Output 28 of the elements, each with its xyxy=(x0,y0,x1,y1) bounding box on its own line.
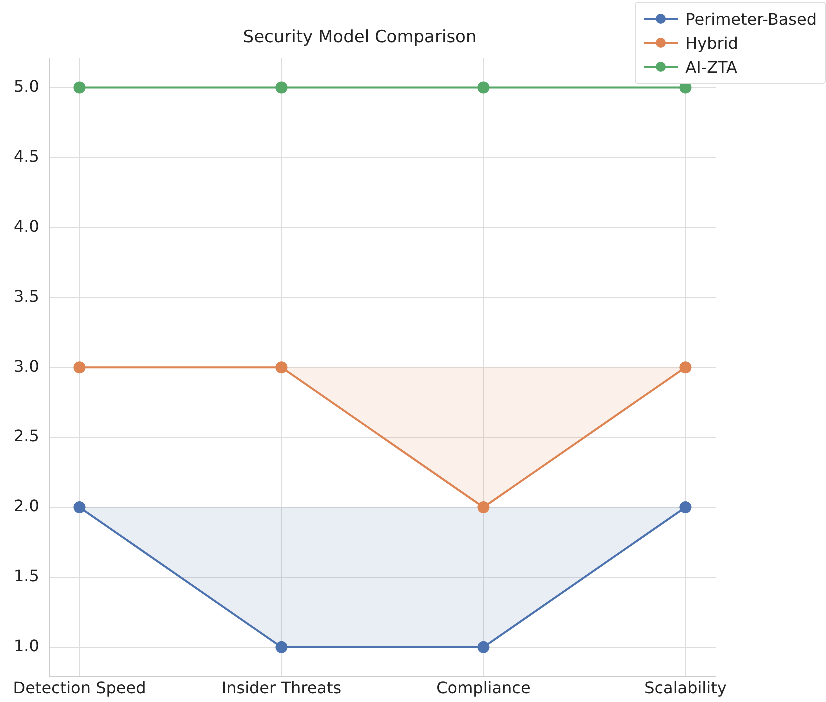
legend-label: Hybrid xyxy=(686,34,738,52)
x-tick-label: Compliance xyxy=(436,678,531,698)
point xyxy=(680,502,692,514)
legend-label: AI-ZTA xyxy=(686,58,738,76)
point xyxy=(276,82,288,94)
point xyxy=(276,641,288,654)
x-tick-label: Detection Speed xyxy=(13,678,146,698)
legend-label: Perimeter-Based xyxy=(686,10,817,28)
y-tick-label: 4.0 xyxy=(14,216,40,236)
point xyxy=(478,82,490,94)
y-tick-label: 2.0 xyxy=(14,496,40,516)
point xyxy=(276,362,288,374)
chart-title: Security Model Comparison xyxy=(243,28,477,48)
point xyxy=(680,362,692,374)
y-tick-label: 2.5 xyxy=(14,426,40,446)
point xyxy=(74,502,86,514)
y-tick-label: 3.0 xyxy=(14,356,40,376)
y-tick-label: 4.5 xyxy=(14,146,40,166)
y-tick-label: 1.5 xyxy=(14,566,40,586)
point xyxy=(478,641,490,654)
x-tick-label: Scalability xyxy=(644,678,727,698)
y-tick-label: 1.0 xyxy=(14,636,40,656)
y-tick-label: 3.5 xyxy=(14,286,40,306)
point xyxy=(74,362,86,374)
x-tick-label: Insider Threats xyxy=(222,678,342,698)
point xyxy=(478,502,490,514)
point xyxy=(74,82,86,94)
y-tick-label: 5.0 xyxy=(14,76,40,96)
